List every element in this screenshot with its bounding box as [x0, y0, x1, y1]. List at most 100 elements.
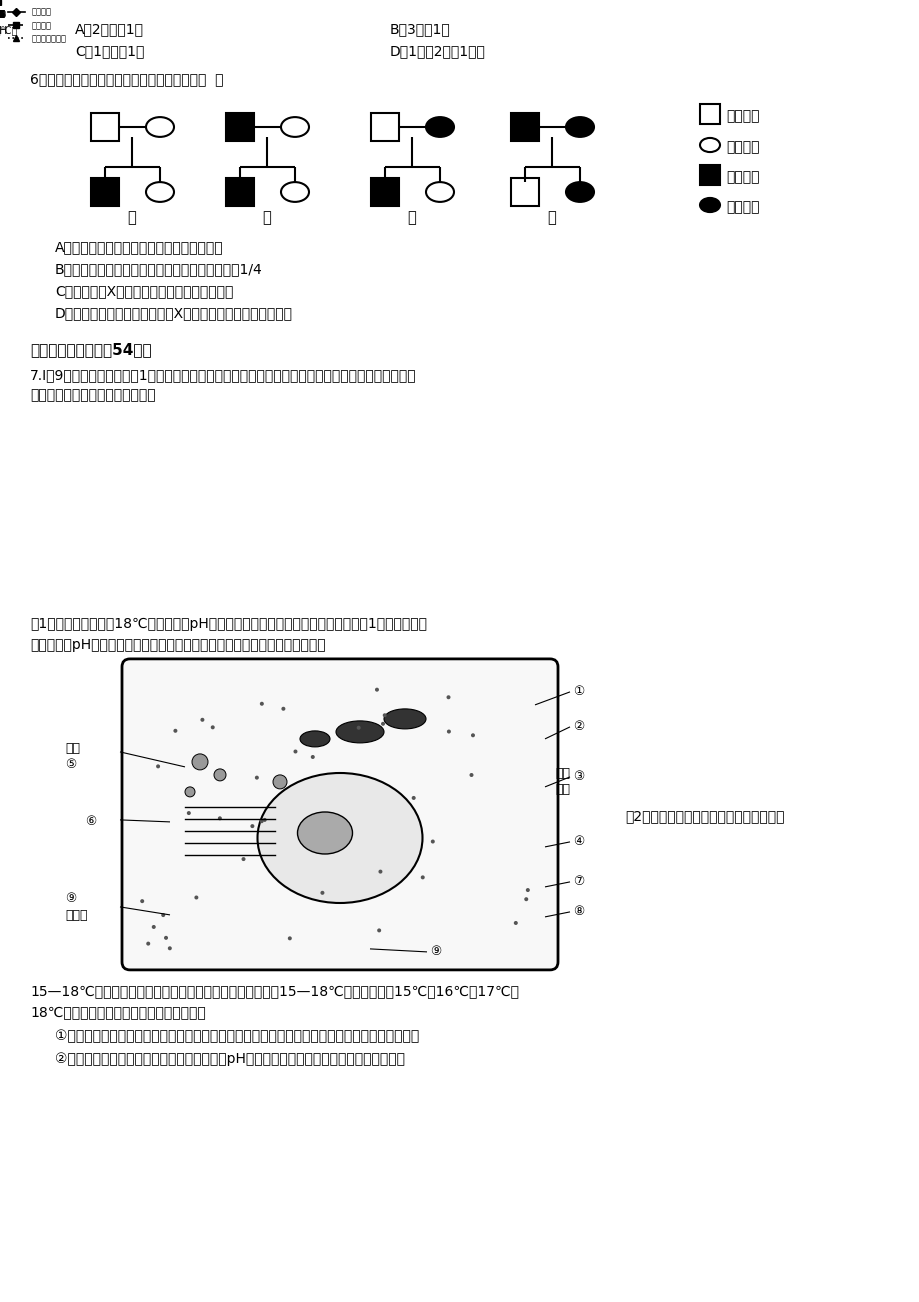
- Bar: [91, 178, 119, 206]
- Text: 正常女性: 正常女性: [725, 141, 759, 154]
- Text: ⑧: ⑧: [573, 905, 584, 918]
- Circle shape: [140, 900, 144, 904]
- Text: ④: ④: [573, 836, 584, 849]
- Text: 化道中的蛋白酶的活性进行研究。: 化道中的蛋白酶的活性进行研究。: [30, 388, 155, 402]
- Circle shape: [173, 729, 177, 733]
- Text: ①探究试验中以干酪素为底物。干酪素的化学本质是＿＿＿＿＿＿，可用＿＿＿＿＿＿试剂鉴定。: ①探究试验中以干酪素为底物。干酪素的化学本质是＿＿＿＿＿＿，可用＿＿＿＿＿＿试剂…: [55, 1029, 419, 1043]
- Ellipse shape: [300, 730, 330, 747]
- Circle shape: [281, 707, 285, 711]
- Circle shape: [524, 897, 528, 901]
- Circle shape: [375, 687, 379, 691]
- Circle shape: [200, 717, 204, 721]
- Text: 二、（非选择题，共54分）: 二、（非选择题，共54分）: [30, 342, 152, 357]
- Ellipse shape: [565, 117, 594, 137]
- Circle shape: [185, 786, 195, 797]
- Bar: [91, 113, 119, 141]
- Text: 小泡: 小泡: [65, 742, 80, 755]
- Text: 甲: 甲: [128, 210, 136, 225]
- Circle shape: [378, 870, 382, 874]
- Text: （1）查询资料得知，18℃时，在不同pH条件下大菱鲆消化道各部位蛋白酶活性如图1。由图可知，: （1）查询资料得知，18℃时，在不同pH条件下大菱鲆消化道各部位蛋白酶活性如图1…: [30, 617, 426, 631]
- Bar: [226, 113, 254, 141]
- Text: 丁: 丁: [547, 210, 556, 225]
- Bar: [226, 178, 254, 206]
- Text: ⑨: ⑨: [429, 945, 441, 958]
- Circle shape: [471, 733, 474, 737]
- Text: B．家系甲中，这对夫妇再生一患病孩子的几率为1/4: B．家系甲中，这对夫妇再生一患病孩子的几率为1/4: [55, 262, 263, 276]
- Circle shape: [164, 936, 168, 940]
- Circle shape: [187, 811, 190, 815]
- Text: 18℃的实验温度，探究三种酶的最适温度。: 18℃的实验温度，探究三种酶的最适温度。: [30, 1005, 206, 1019]
- Circle shape: [259, 819, 264, 823]
- Bar: [699, 165, 720, 185]
- Text: ③: ③: [573, 771, 584, 784]
- Text: A．2鲜红：1蓝: A．2鲜红：1蓝: [75, 22, 144, 36]
- Ellipse shape: [383, 708, 425, 729]
- Bar: [370, 178, 399, 206]
- FancyBboxPatch shape: [122, 659, 558, 970]
- Ellipse shape: [146, 182, 174, 202]
- Circle shape: [288, 936, 291, 940]
- Circle shape: [250, 824, 254, 828]
- Ellipse shape: [565, 182, 594, 202]
- Text: ⑨: ⑨: [65, 892, 76, 905]
- Circle shape: [446, 695, 450, 699]
- Circle shape: [377, 928, 380, 932]
- Text: A．可能是色盲遗传的家系是甲、乙、丙、丁: A．可能是色盲遗传的家系是甲、乙、丙、丁: [55, 240, 223, 254]
- Circle shape: [273, 775, 287, 789]
- Text: ①: ①: [573, 685, 584, 698]
- Circle shape: [382, 713, 386, 717]
- Circle shape: [210, 725, 214, 729]
- Circle shape: [513, 921, 517, 924]
- Text: B．3紫：1蓝: B．3紫：1蓝: [390, 22, 450, 36]
- Circle shape: [152, 924, 155, 928]
- Circle shape: [192, 754, 208, 769]
- Text: （2）资料表明大菱鲆人工养殖温度常年在: （2）资料表明大菱鲆人工养殖温度常年在: [624, 809, 784, 823]
- Bar: [370, 113, 399, 141]
- Bar: [510, 113, 539, 141]
- Circle shape: [526, 888, 529, 892]
- Circle shape: [259, 702, 264, 706]
- Circle shape: [293, 750, 297, 754]
- Text: D．1蓝：2紫：1鲜红: D．1蓝：2紫：1鲜红: [390, 44, 485, 59]
- Text: 患者男性: 患者男性: [725, 171, 759, 184]
- Text: ②胃蛋白酶实验组合幽门盲囊蛋白酶实验组的pH应分别控制在＿＿＿＿＿＿＿＿＿＿＿＿。: ②胃蛋白酶实验组合幽门盲囊蛋白酶实验组的pH应分别控制在＿＿＿＿＿＿＿＿＿＿＿＿…: [55, 1052, 404, 1066]
- Ellipse shape: [146, 117, 174, 137]
- Circle shape: [214, 769, 226, 781]
- Circle shape: [320, 891, 324, 894]
- Circle shape: [420, 875, 425, 879]
- Text: D．家系丙的遗传方式只能是伴X隐性遗传或常染色体显性遗传: D．家系丙的遗传方式只能是伴X隐性遗传或常染色体显性遗传: [55, 306, 292, 320]
- Circle shape: [156, 764, 160, 768]
- Circle shape: [469, 773, 473, 777]
- Circle shape: [380, 721, 384, 725]
- Text: 乙: 乙: [262, 210, 271, 225]
- Text: 患者女性: 患者女性: [725, 201, 759, 214]
- Circle shape: [242, 857, 245, 861]
- Circle shape: [447, 729, 450, 733]
- Ellipse shape: [297, 812, 352, 854]
- Ellipse shape: [425, 182, 453, 202]
- Circle shape: [218, 816, 221, 820]
- Ellipse shape: [257, 773, 422, 904]
- Circle shape: [311, 755, 314, 759]
- Text: ⑤: ⑤: [65, 758, 76, 771]
- Text: 15—18℃之间，学习小组假设：大菱鲆蛋白酶的最适温度在15—18℃间。他们设置15℃、16℃、17℃、: 15—18℃之间，学习小组假设：大菱鲆蛋白酶的最适温度在15—18℃间。他们设置…: [30, 984, 518, 997]
- Text: 小泡: 小泡: [554, 767, 570, 780]
- Ellipse shape: [335, 721, 383, 743]
- Text: ②: ②: [573, 720, 584, 733]
- Ellipse shape: [425, 117, 453, 137]
- Text: 正常男性: 正常男性: [725, 109, 759, 122]
- Circle shape: [255, 776, 258, 780]
- Text: ⑥: ⑥: [85, 815, 96, 828]
- Ellipse shape: [699, 138, 720, 152]
- Circle shape: [430, 840, 435, 844]
- Text: 释放: 释放: [554, 783, 570, 796]
- Text: 氨基酸: 氨基酸: [65, 909, 87, 922]
- Bar: [510, 178, 539, 206]
- Ellipse shape: [280, 182, 309, 202]
- Ellipse shape: [699, 198, 720, 212]
- Text: 丙: 丙: [407, 210, 416, 225]
- Text: 7.Ⅰ（9分，除注明的外每空1分）大菱鲆是我国重要的海水经济鱼类。研究性学习小组尝试对大菱鲆消: 7.Ⅰ（9分，除注明的外每空1分）大菱鲆是我国重要的海水经济鱼类。研究性学习小组…: [30, 368, 416, 381]
- Circle shape: [357, 725, 360, 729]
- Circle shape: [161, 913, 165, 917]
- Bar: [699, 104, 720, 124]
